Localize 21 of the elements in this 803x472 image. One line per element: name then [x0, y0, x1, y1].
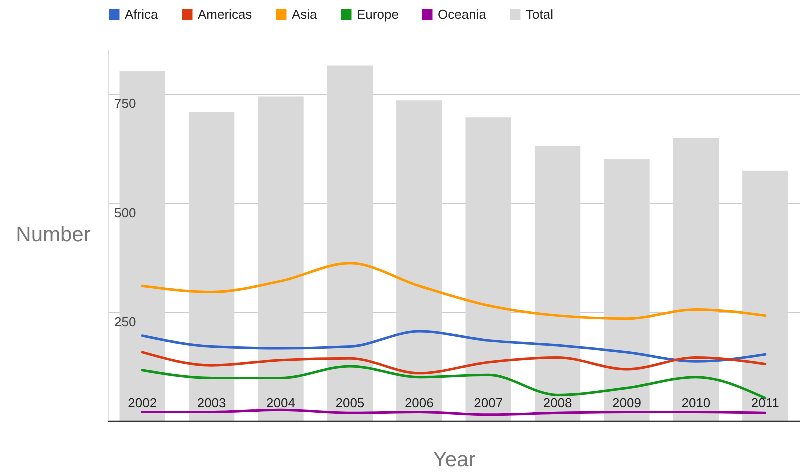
y-tick-label: 750: [114, 96, 136, 112]
legend-label: Americas: [198, 6, 253, 22]
y-axis-title: Number: [16, 224, 91, 246]
x-axis-title: Year: [433, 448, 476, 472]
x-tick-label: 2002: [128, 396, 158, 410]
legend-label: Total: [526, 6, 554, 22]
legend-label: Europe: [357, 6, 399, 22]
x-tick-label: 2005: [336, 396, 365, 410]
legend-label: Africa: [125, 6, 159, 22]
x-tick-label: 2009: [612, 396, 642, 410]
x-tick-label: 2007: [474, 396, 504, 410]
x-tick-label: 2010: [682, 396, 711, 410]
y-tick-label: 500: [114, 205, 136, 220]
legend-label: Asia: [292, 6, 318, 22]
x-tick-label: 2008: [543, 396, 572, 410]
x-tick-label: 2011: [751, 396, 780, 410]
x-tick-label: 2003: [197, 396, 226, 410]
legend-label: Oceania: [438, 6, 488, 22]
y-tick-label: 250: [114, 314, 136, 330]
x-tick-label: 2006: [404, 396, 434, 410]
x-tick-label: 2004: [266, 396, 296, 410]
